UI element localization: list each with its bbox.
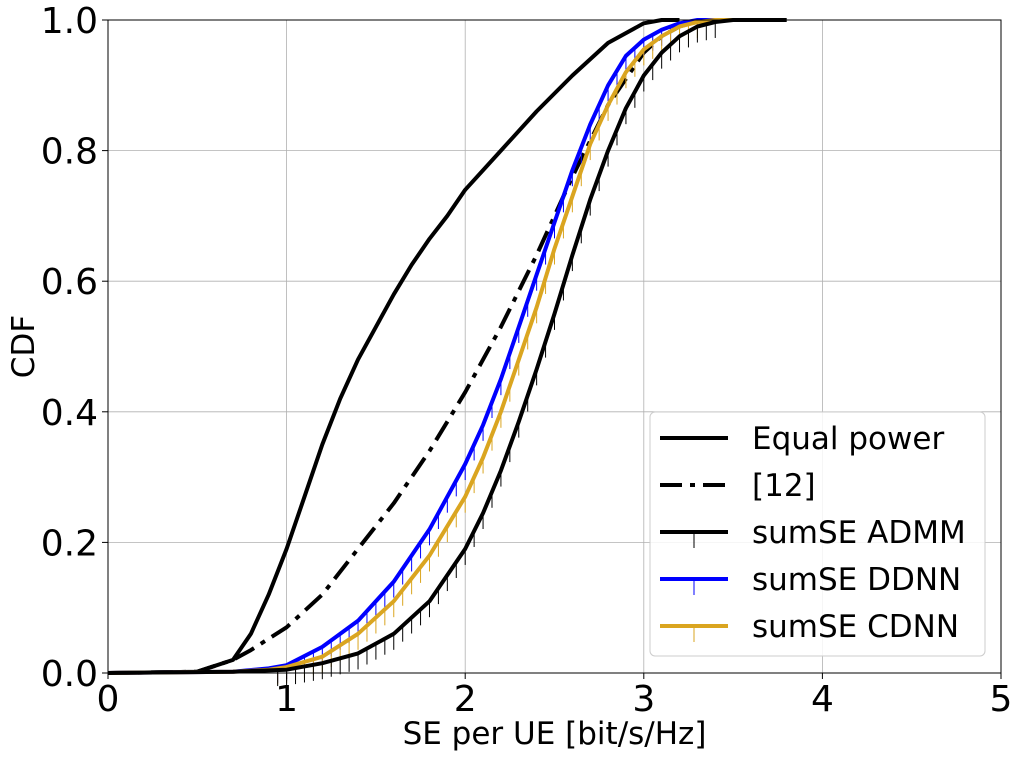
- y-tick-label: 0.4: [41, 393, 98, 434]
- legend-label: sumSE DDNN: [752, 562, 961, 598]
- y-tick-label: 1.0: [41, 1, 98, 42]
- legend-item: [12]: [660, 468, 816, 504]
- series-line: [107, 18, 680, 675]
- series-line: [107, 18, 716, 675]
- y-tick-label: 0.6: [41, 262, 98, 303]
- y-axis-label: CDF: [6, 315, 42, 378]
- legend-label: sumSE CDNN: [752, 609, 959, 645]
- x-tick-label: 1: [275, 679, 298, 720]
- legend-label: sumSE ADMM: [752, 515, 966, 551]
- legend-item: Equal power: [660, 421, 944, 457]
- y-tick-label: 0.2: [41, 523, 98, 564]
- x-tick-label: 5: [990, 679, 1013, 720]
- x-tick-label: 0: [97, 679, 120, 720]
- series-line: [107, 18, 787, 675]
- legend-item: sumSE DDNN: [660, 562, 961, 598]
- x-tick-label: 3: [632, 679, 655, 720]
- series-2: [107, 18, 787, 687]
- legend-label: Equal power: [752, 421, 944, 457]
- y-axis-ticks: 0.0 0.2 0.4 0.6 0.8 1.0: [41, 1, 108, 695]
- x-axis-label: SE per UE [bit/s/Hz]: [403, 716, 707, 752]
- legend-item: sumSE ADMM: [660, 515, 966, 551]
- legend-box: [649, 411, 986, 657]
- series-4: [107, 18, 734, 685]
- x-tick-label: 4: [811, 679, 834, 720]
- series-layer: [107, 18, 787, 687]
- legend-item: sumSE CDNN: [660, 609, 959, 645]
- grid-lines: [107, 19, 1002, 674]
- plot-frame: [107, 19, 1002, 674]
- x-axis-ticks: 0 1 2 3 4 5: [97, 673, 1013, 720]
- legend-label: [12]: [752, 468, 816, 504]
- x-tick-label: 2: [454, 679, 477, 720]
- series-0: [107, 18, 680, 675]
- y-tick-label: 0.8: [41, 132, 98, 173]
- legend: Equal power [12] sumSE ADMM sumSE DDNN sumSE…: [649, 411, 986, 657]
- y-tick-label: 0.0: [41, 654, 98, 695]
